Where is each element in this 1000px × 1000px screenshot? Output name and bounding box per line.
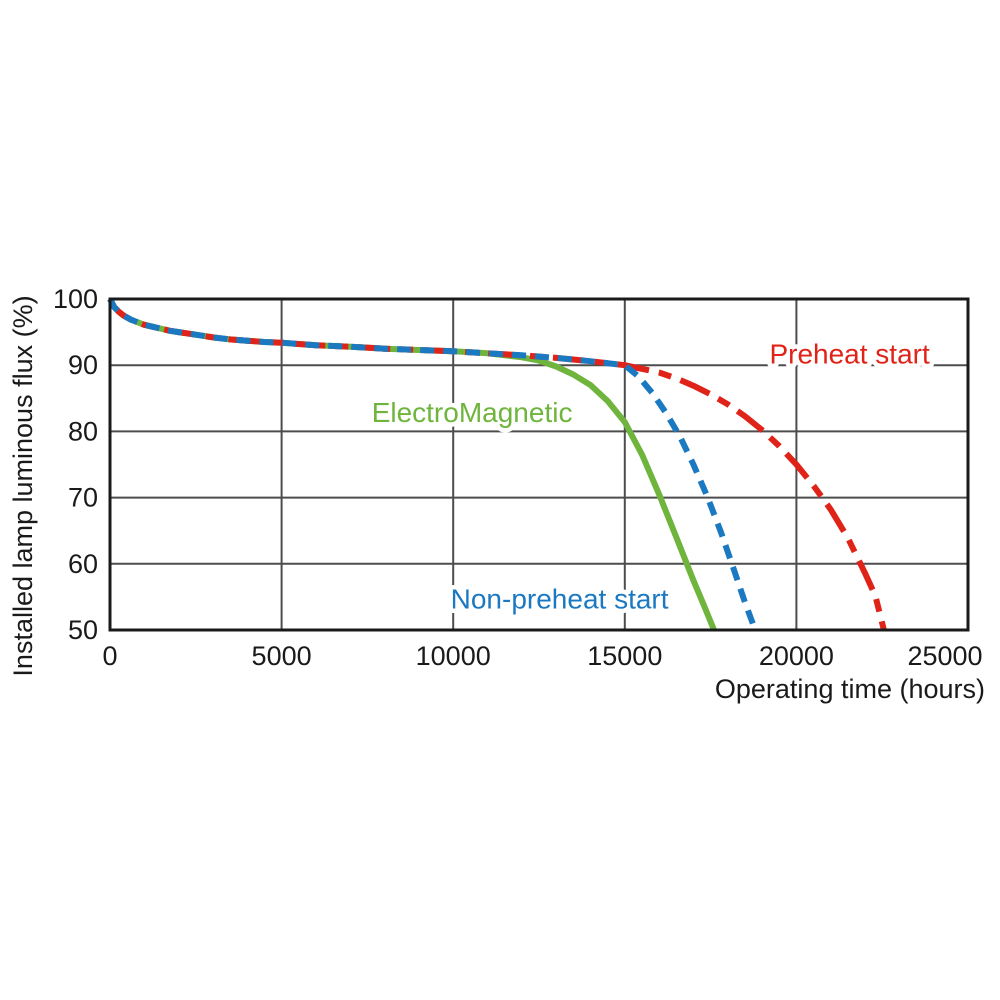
- y-tick-label-50: 50: [68, 615, 98, 645]
- y-tick-label-90: 90: [68, 350, 98, 380]
- y-tick-label-70: 70: [68, 483, 98, 513]
- series-label-non-preheat-start: Non-preheat start: [451, 584, 669, 615]
- x-tick-label-15000: 15000: [587, 641, 662, 671]
- series-line-non-preheat-start: [107, 297, 759, 632]
- x-axis-title: Operating time (hours): [715, 674, 985, 704]
- x-tick-label-25000: 25000: [907, 641, 982, 671]
- series-label-electromagnetic: ElectroMagnetic: [372, 397, 573, 428]
- y-tick-label-80: 80: [68, 416, 98, 446]
- tick-labels-layer: 0 5000 10000 15000 20000 25000 50 60 70 80 90 100: [53, 284, 983, 671]
- series-layer: [107, 297, 887, 632]
- x-tick-label-10000: 10000: [416, 641, 491, 671]
- y-tick-label-100: 100: [53, 284, 98, 314]
- plot-frame: [108, 297, 970, 632]
- y-tick-label-60: 60: [68, 549, 98, 579]
- series-labels-layer: ElectroMagnetic Preheat start Non-preheat …: [367, 334, 934, 619]
- x-tick-label-0: 0: [102, 641, 117, 671]
- x-tick-label-5000: 5000: [252, 641, 312, 671]
- x-tick-label-20000: 20000: [759, 641, 834, 671]
- series-line-preheat-start: [107, 297, 887, 631]
- y-axis-title: Installed lamp luminous flux (%): [8, 295, 38, 676]
- series-label-preheat-start: Preheat start: [769, 339, 930, 370]
